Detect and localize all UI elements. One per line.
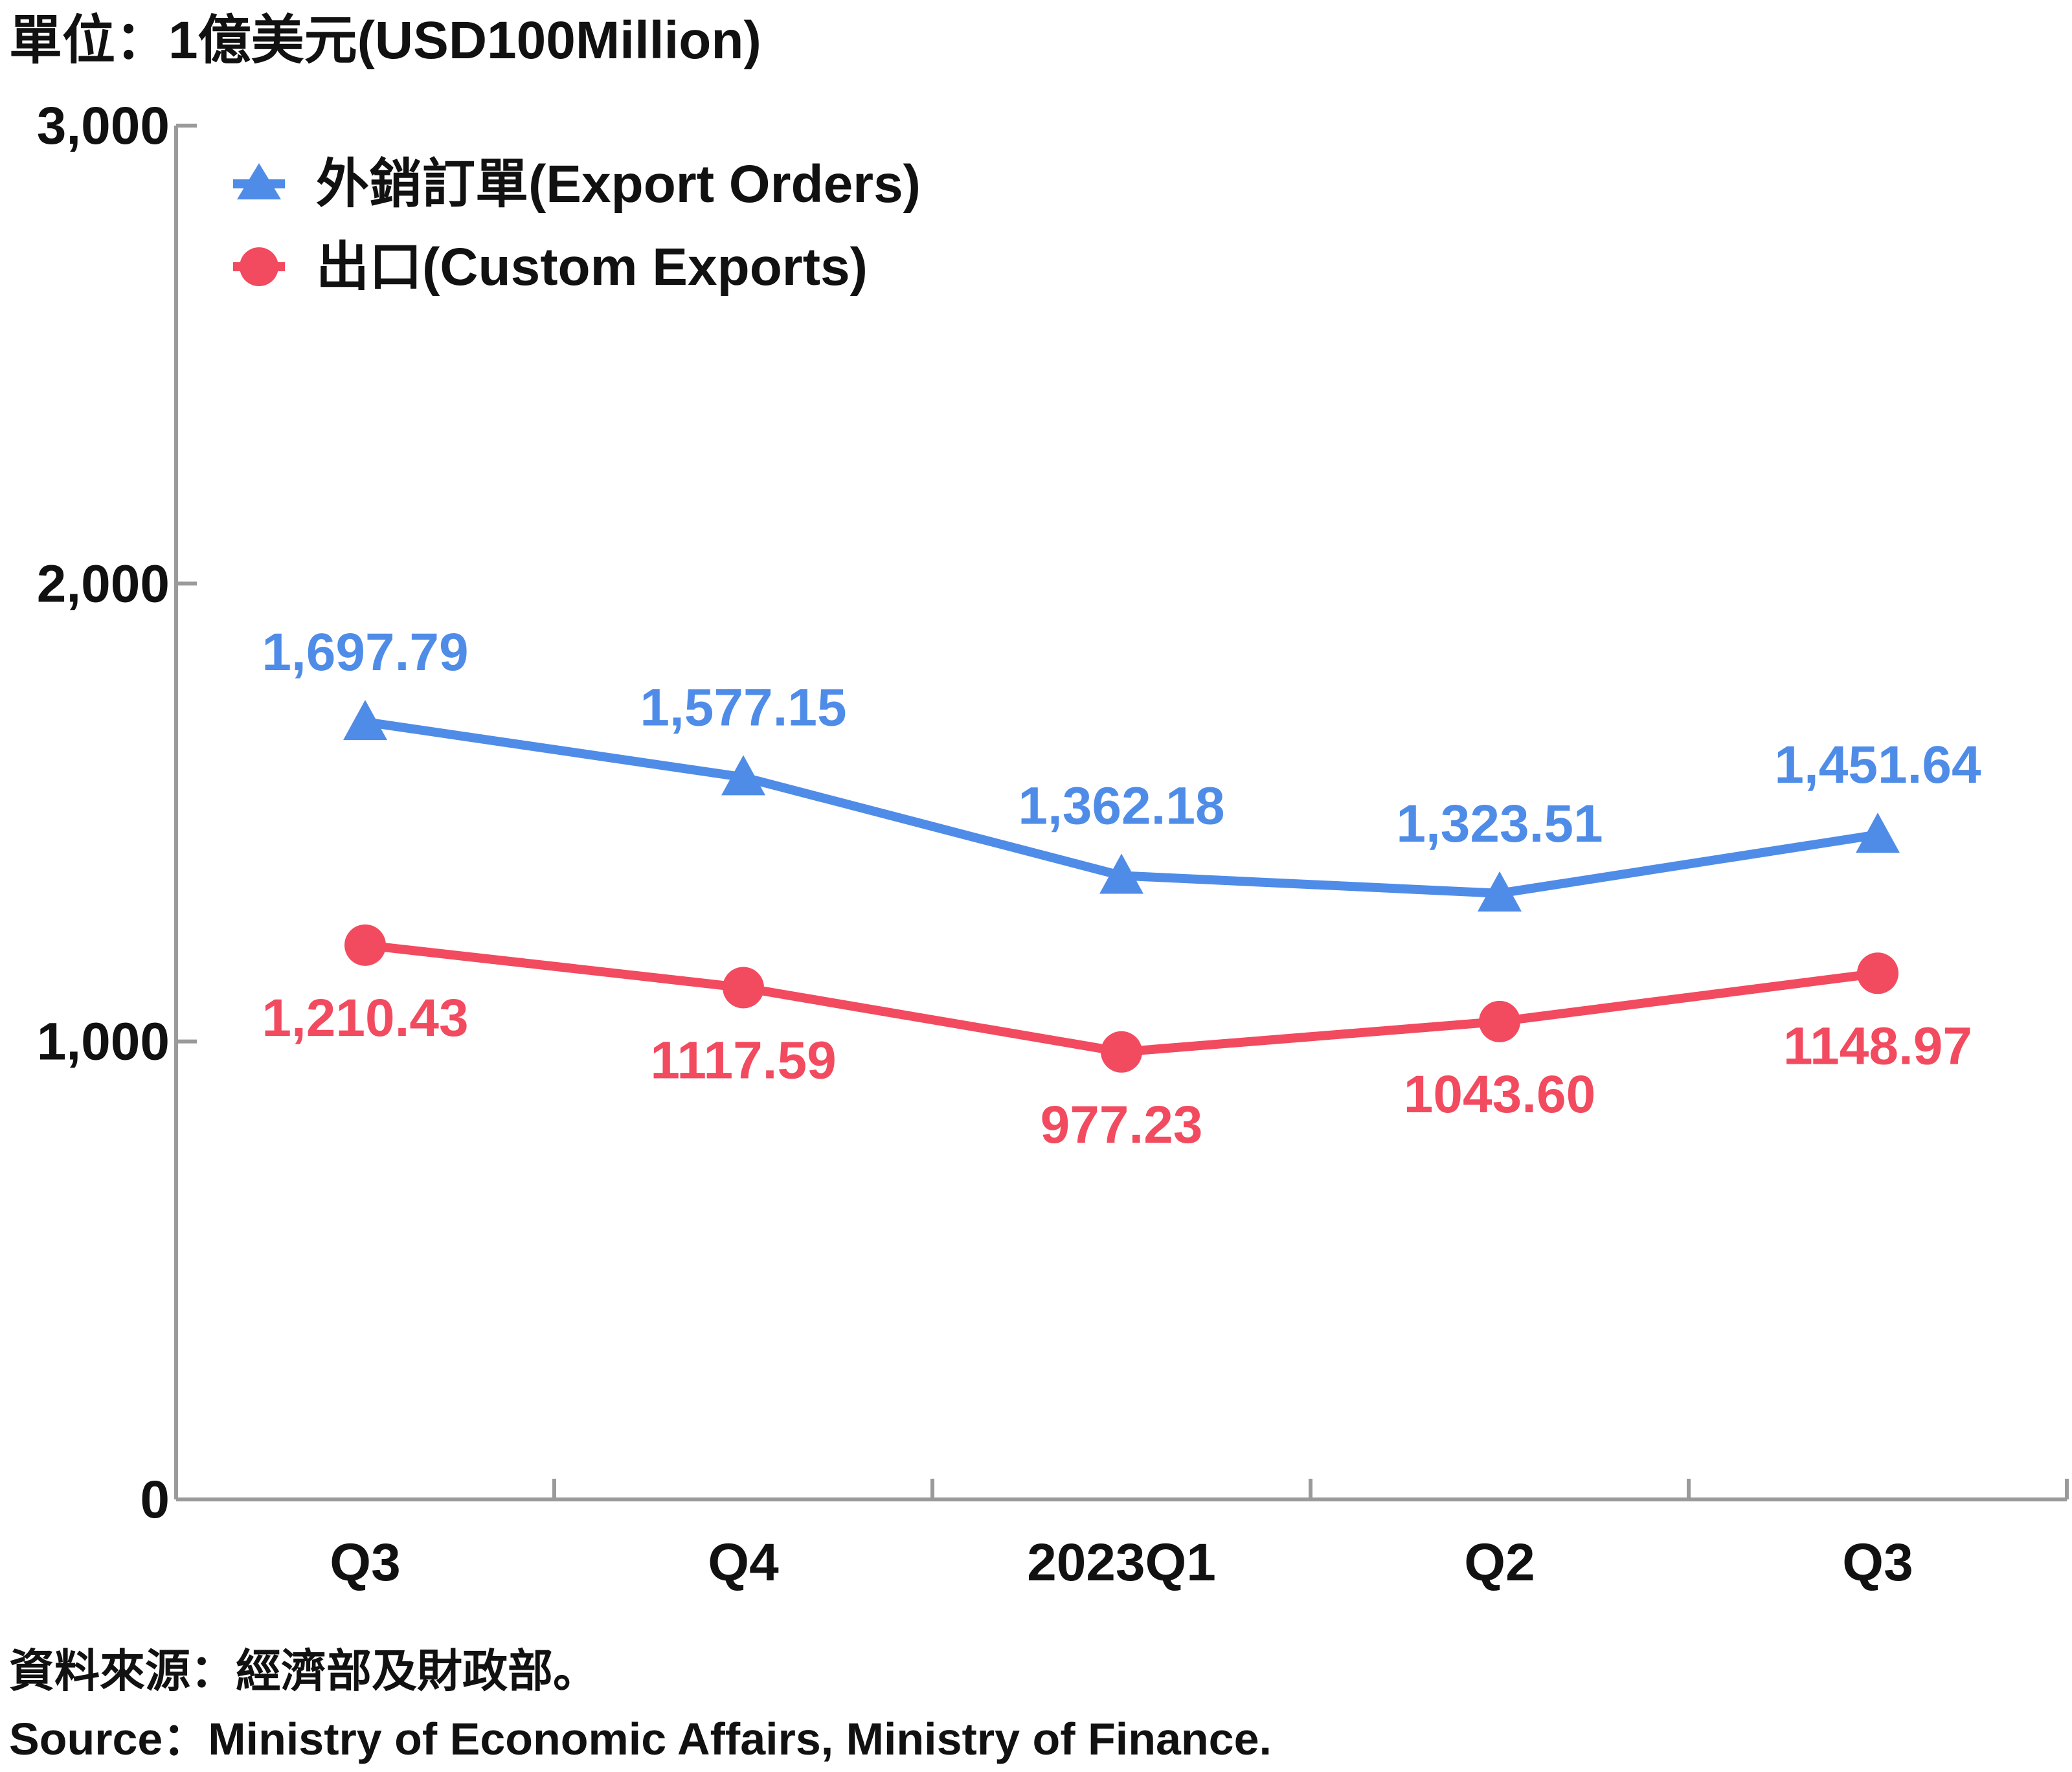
legend-item: 出口(Custom Exports) <box>233 238 868 297</box>
data-point-circle <box>1101 1031 1142 1073</box>
data-label: 1,362.18 <box>1018 776 1224 835</box>
data-label: 1043.60 <box>1404 1065 1595 1124</box>
axes: 0 1,000 2,000 3,000 Q3 Q4 2023Q1 Q2 Q3 <box>37 96 2069 1592</box>
x-tick-label: Q3 <box>1842 1533 1913 1592</box>
x-tick-label: Q3 <box>330 1533 400 1592</box>
data-point-circle <box>344 924 386 966</box>
legend-label: 出口(Custom Exports) <box>316 238 868 297</box>
data-label: 1117.59 <box>650 1031 836 1090</box>
source-zh: 資料來源：經濟部及財政部。 <box>9 1646 598 1696</box>
data-point-triangle <box>1478 871 1522 912</box>
data-point-circle <box>1479 1000 1520 1042</box>
legend-triangle-marker <box>237 163 281 199</box>
data-point-triangle <box>721 755 765 796</box>
legend-label: 外銷訂單(Export Orders) <box>316 155 921 214</box>
y-tick-label: 0 <box>140 1470 170 1529</box>
data-point-triangle <box>1856 813 1900 853</box>
y-tick-label: 2,000 <box>37 554 170 613</box>
data-label: 1,577.15 <box>640 678 846 737</box>
data-point-triangle <box>1099 853 1143 894</box>
legend-circle-marker <box>240 247 278 286</box>
legend-item: 外銷訂單(Export Orders) <box>233 155 921 214</box>
data-label: 1,323.51 <box>1396 794 1603 853</box>
x-tick-label: Q2 <box>1464 1533 1535 1592</box>
y-tick-label: 3,000 <box>37 96 170 155</box>
y-tick-label: 1,000 <box>37 1013 170 1071</box>
legend: 外銷訂單(Export Orders) 出口(Custom Exports) <box>233 155 921 297</box>
data-label: 1,697.79 <box>262 623 468 682</box>
unit-label: 單位：1億美元(USD100Million) <box>9 11 761 70</box>
data-label: 1148.97 <box>1783 1016 1972 1075</box>
data-label: 1,451.64 <box>1774 735 1981 794</box>
data-label: 977.23 <box>1041 1095 1203 1154</box>
source-en: Source：Ministry of Economic Affairs, Min… <box>9 1714 1272 1764</box>
data-point-triangle <box>343 700 387 741</box>
series-export-orders: 1,697.79 1,577.15 1,362.18 1,323.51 1,451.64 <box>262 623 1981 912</box>
x-tick-label: Q4 <box>708 1533 779 1592</box>
series-custom-exports: 1,210.43 1117.59 977.23 1043.60 1148.97 <box>262 924 1972 1154</box>
data-label: 1,210.43 <box>262 989 468 1048</box>
data-point-circle <box>1857 952 1898 994</box>
series-layer: 1,697.79 1,577.15 1,362.18 1,323.51 1,451.64… <box>262 623 1981 1154</box>
x-tick-label: 2023Q1 <box>1027 1533 1216 1592</box>
data-point-circle <box>723 967 764 1009</box>
